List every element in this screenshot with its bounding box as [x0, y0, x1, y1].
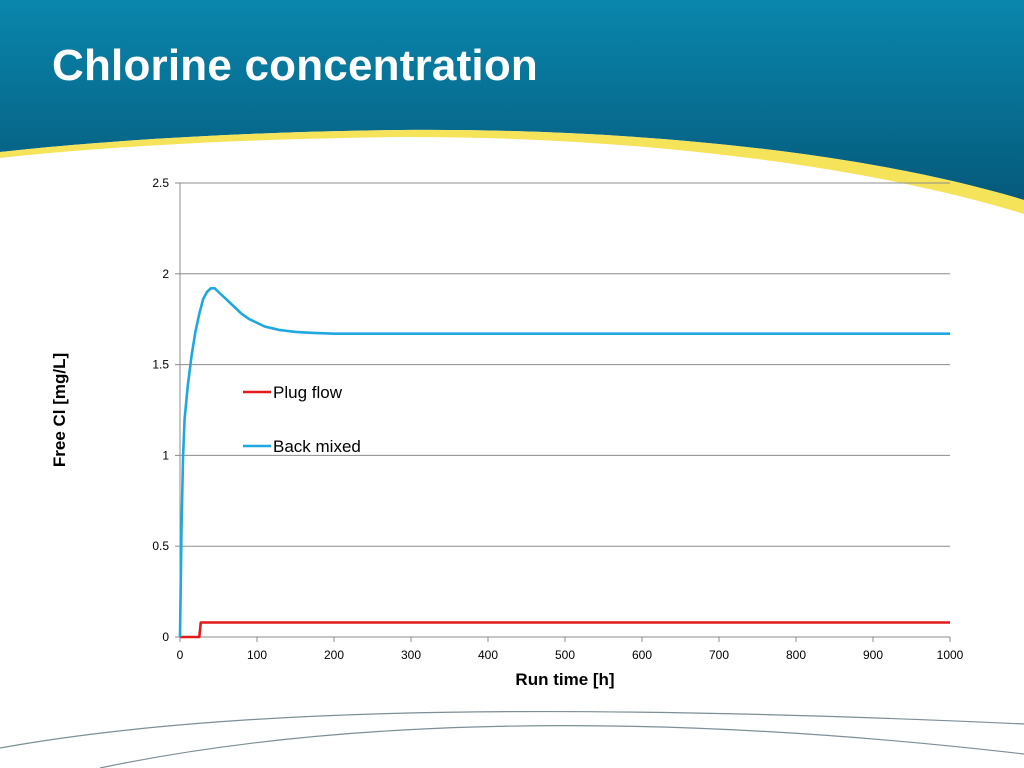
- x-tick-label: 600: [632, 648, 652, 662]
- x-tick-label: 100: [247, 648, 267, 662]
- x-tick-label: 400: [478, 648, 498, 662]
- x-tick-label: 1000: [937, 648, 964, 662]
- footer-arc-1: [0, 710, 1024, 749]
- slide-title: Chlorine concentration: [52, 41, 538, 90]
- legend-label-back-mixed: Back mixed: [273, 437, 361, 456]
- x-tick-label: 200: [324, 648, 344, 662]
- legend-label-plug-flow: Plug flow: [273, 383, 343, 402]
- x-axis-label: Run time [h]: [515, 670, 614, 689]
- y-tick-label: 1.5: [152, 358, 169, 372]
- footer-arc-2: [99, 725, 1024, 768]
- y-tick-label: 1: [162, 448, 169, 462]
- legend: Plug flow Back mixed: [243, 383, 361, 456]
- gridlines: [180, 182, 950, 547]
- y-axis-ticks: 0 0.5 1 1.5 2 2.5: [152, 176, 180, 644]
- y-tick-label: 2: [162, 267, 169, 281]
- y-tick-label: 2.5: [152, 176, 169, 190]
- axes: [179, 183, 950, 638]
- y-tick-label: 0: [162, 630, 169, 644]
- series-line-back-mixed: [178, 287, 950, 638]
- x-tick-label: 0: [177, 648, 184, 662]
- x-tick-label: 900: [863, 648, 883, 662]
- header-band: [0, 0, 1024, 200]
- header-swoosh: [0, 129, 1024, 214]
- x-tick-label: 800: [786, 648, 806, 662]
- x-axis-ticks: 0 100 200 300 400 500 600 700 800 900 1000: [177, 637, 964, 662]
- y-axis-label: Free Cl [mg/L]: [50, 353, 69, 467]
- y-tick-label: 0.5: [152, 539, 169, 553]
- series-lines: [178, 287, 950, 639]
- series-line-plug-flow: [180, 621, 950, 639]
- x-tick-label: 500: [555, 648, 575, 662]
- x-tick-label: 700: [709, 648, 729, 662]
- x-tick-label: 300: [401, 648, 421, 662]
